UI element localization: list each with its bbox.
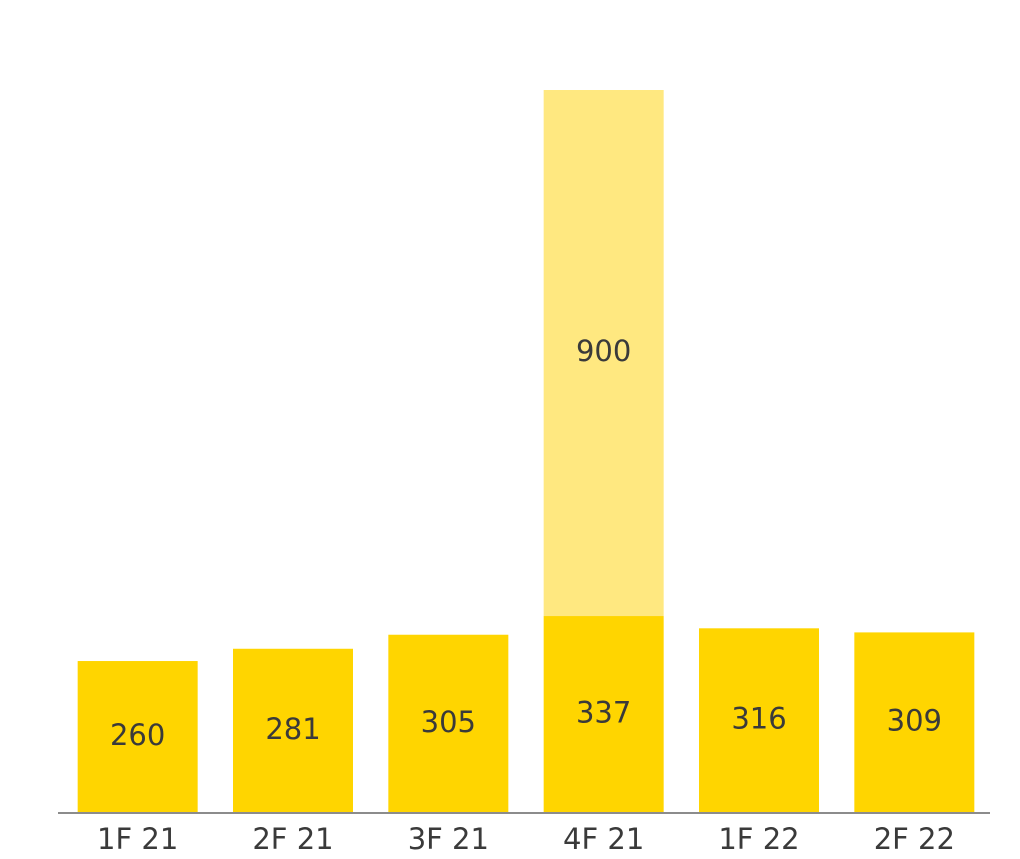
data-label: 305 [421, 705, 476, 739]
data-label: 316 [731, 702, 786, 736]
x-tick-label: 2F 22 [874, 822, 955, 856]
bar [543, 616, 664, 813]
x-tick-label: 1F 22 [718, 822, 799, 856]
bar [854, 632, 975, 813]
bar [543, 90, 664, 617]
x-tick-label: 1F 21 [97, 822, 178, 856]
bar [77, 661, 198, 813]
x-tick-label: 3F 21 [408, 822, 489, 856]
bar [699, 628, 819, 813]
x-tick-label: 2F 21 [252, 822, 333, 856]
data-label: 900 [576, 334, 631, 368]
bar [233, 648, 353, 813]
data-label: 260 [110, 718, 165, 752]
data-label: 309 [887, 704, 942, 738]
data-label: 337 [576, 696, 631, 730]
bar [388, 634, 509, 813]
data-label: 281 [265, 712, 320, 746]
x-tick-label: 4F 21 [563, 822, 644, 856]
